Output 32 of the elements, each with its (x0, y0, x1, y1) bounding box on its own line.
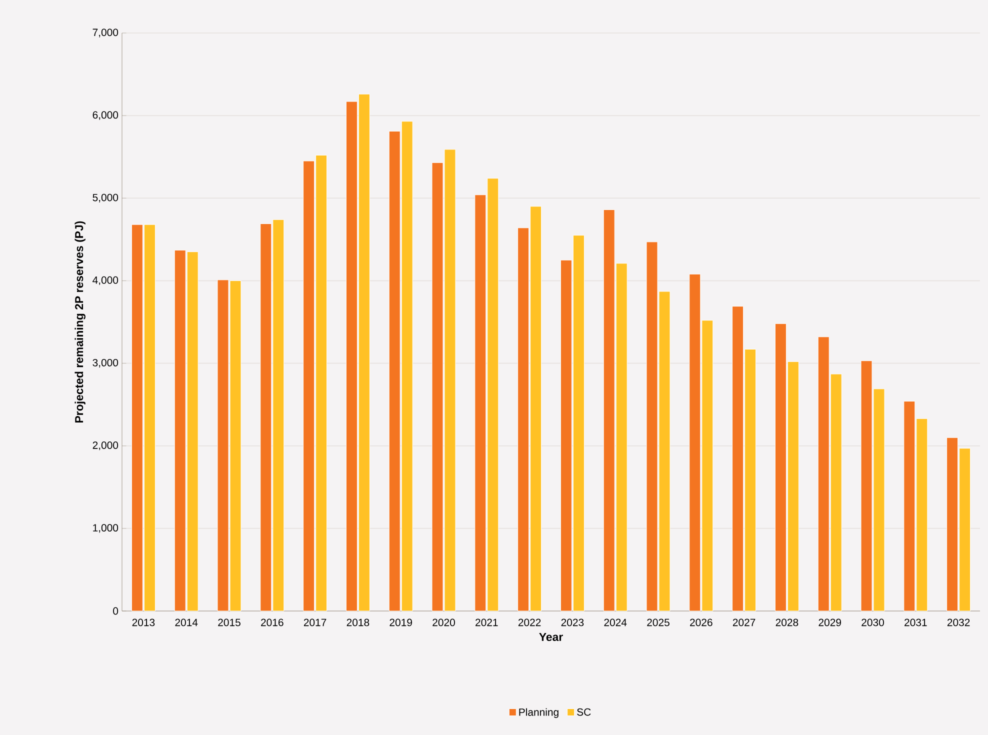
x-tick-label: 2032 (947, 618, 970, 626)
y-tick-label: 4,000 (92, 276, 118, 286)
y-tick-label: 1,000 (93, 524, 118, 533)
x-tick-label: 2019 (390, 618, 412, 626)
x-tick-label: 2028 (776, 618, 798, 626)
x-tick-label: 2029 (818, 618, 841, 626)
y-axis-title: Projected remaining 2P reserves (PJ) (74, 221, 86, 422)
x-tick-label: 2024 (604, 618, 627, 626)
y-tick-label: 3,000 (92, 358, 118, 368)
x-tick-label: 2031 (904, 618, 927, 626)
y-tick-label: 5,000 (92, 194, 118, 202)
x-tick-label: 2017 (304, 618, 326, 626)
y-tick-label: 7,000 (92, 28, 118, 38)
x-axis-title: Year (539, 633, 563, 642)
legend-label: SC (577, 708, 591, 716)
x-tick-label: 2016 (261, 618, 284, 626)
legend-label: Planning (519, 708, 558, 718)
x-tick-label: 2018 (346, 618, 370, 626)
x-tick-label: 2021 (476, 618, 498, 626)
x-tick-label: 2020 (432, 618, 455, 626)
x-tick-label: 2025 (647, 618, 670, 626)
x-tick-label: 2014 (175, 618, 198, 626)
x-tick-label: 2015 (218, 618, 240, 626)
x-tick-label: 2026 (690, 618, 712, 626)
x-tick-label: 2013 (132, 618, 155, 626)
x-tick-label: 2027 (732, 618, 756, 626)
y-tick-label: 2,000 (92, 442, 118, 450)
y-tick-label: 0 (113, 607, 118, 615)
x-tick-label: 2030 (862, 618, 884, 626)
x-tick-label: 2022 (518, 618, 541, 626)
y-tick-label: 6,000 (92, 111, 118, 120)
x-tick-label: 2023 (561, 618, 584, 626)
